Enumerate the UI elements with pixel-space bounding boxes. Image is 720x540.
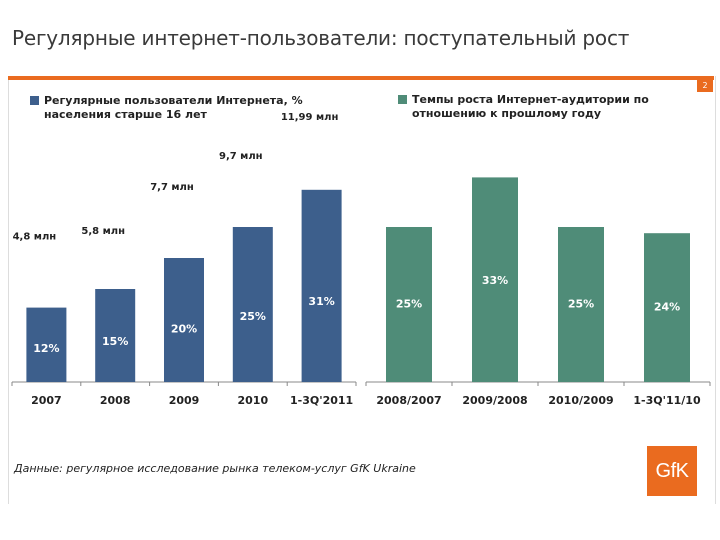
bar-label-users: 31% xyxy=(308,295,334,308)
bar-growth-2008/2007 xyxy=(386,227,432,382)
legend-swatch-users xyxy=(30,96,39,105)
slide-title: Регулярные интернет-пользователи: поступ… xyxy=(12,26,630,50)
bar-users-2010 xyxy=(232,227,273,382)
bar-label-users: 15% xyxy=(102,335,128,348)
tick-label-users: 1-3Q'2011 xyxy=(290,394,353,407)
annotation-users: 11,99 млн xyxy=(281,112,339,123)
tick-label-users: 2007 xyxy=(31,394,62,407)
bar-label-growth: 25% xyxy=(396,298,422,311)
accent-rule xyxy=(8,76,714,80)
gfk-logo: GfK xyxy=(647,446,697,496)
annotation-users: 9,7 млн xyxy=(219,151,263,162)
bar-users-2007 xyxy=(26,307,67,382)
bar-users-1-3Q'2011 xyxy=(301,189,342,382)
tick-label-users: 2008 xyxy=(100,394,131,407)
annotation-users: 5,8 млн xyxy=(81,226,125,237)
bar-label-growth: 24% xyxy=(654,301,680,314)
bar-label-growth: 25% xyxy=(568,298,594,311)
growth-bar-chart: Темпы роста Интернет-аудитории по отношен… xyxy=(365,93,711,407)
annotation-users: 7,7 млн xyxy=(150,182,194,193)
page-number: 2 xyxy=(697,80,713,92)
users-bar-chart: Регулярные пользователи Интернета, % насе… xyxy=(11,94,357,407)
source-note: Данные: регулярное исследование рынка те… xyxy=(14,462,416,475)
tick-label-growth: 2008/2007 xyxy=(376,394,441,407)
legend-growth: Темпы роста Интернет-аудитории по отношен… xyxy=(412,93,649,120)
bar-label-users: 20% xyxy=(171,322,197,335)
legend-swatch-growth xyxy=(398,95,407,104)
bar-growth-2010/2009 xyxy=(558,227,604,382)
bar-growth-2009/2008 xyxy=(472,177,518,382)
tick-label-users: 2010 xyxy=(237,394,268,407)
bar-growth-1-3Q'11/10 xyxy=(644,233,690,382)
bar-users-2008 xyxy=(95,289,136,382)
bar-label-users: 12% xyxy=(33,342,59,355)
legend-users: Регулярные пользователи Интернета, % насе… xyxy=(44,94,303,121)
bar-users-2009 xyxy=(164,258,204,382)
bar-label-users: 25% xyxy=(240,310,266,323)
tick-label-users: 2009 xyxy=(169,394,200,407)
annotation-users: 4,8 млн xyxy=(13,232,57,243)
tick-label-growth: 1-3Q'11/10 xyxy=(633,394,701,407)
tick-label-growth: 2010/2009 xyxy=(548,394,613,407)
tick-label-growth: 2009/2008 xyxy=(462,394,527,407)
bar-label-growth: 33% xyxy=(482,274,508,287)
